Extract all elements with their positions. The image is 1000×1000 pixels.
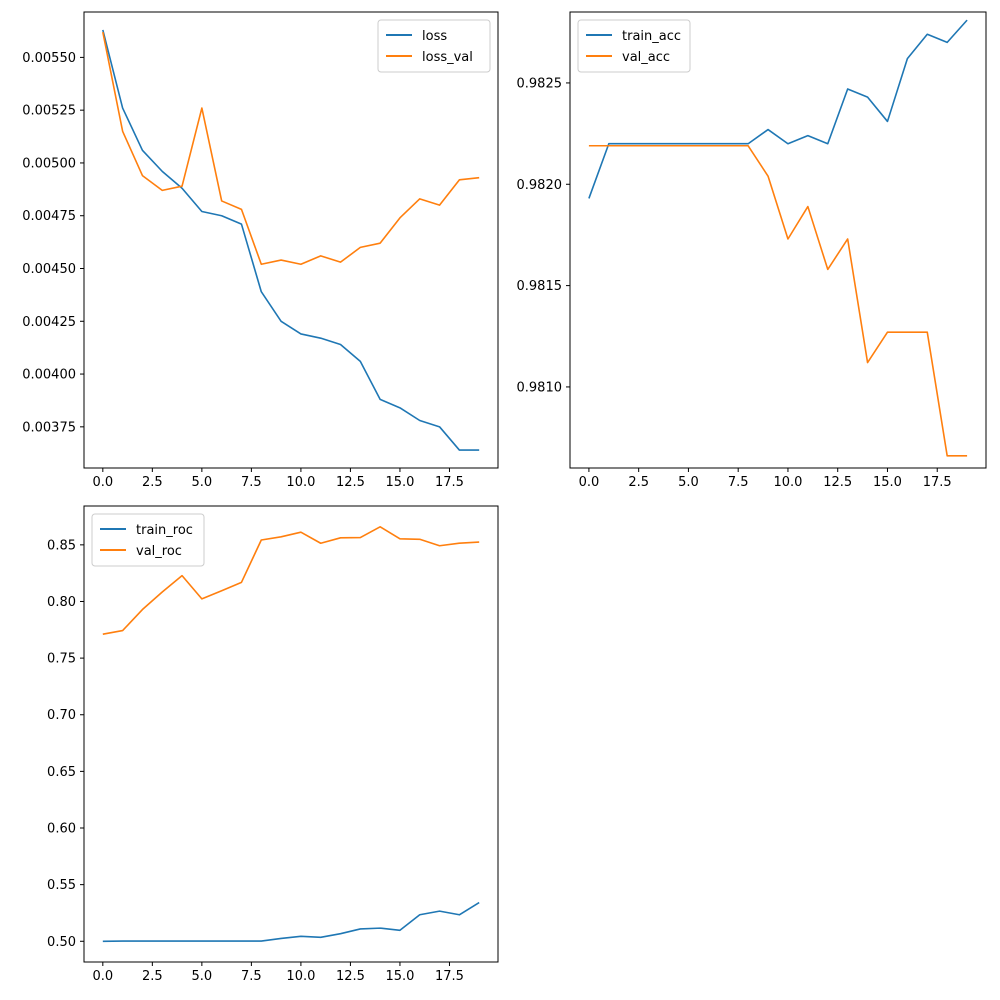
y-tick-label: 0.00425 <box>22 315 76 330</box>
series-line-train_roc <box>102 901 480 943</box>
series-line-val_roc <box>102 526 480 635</box>
legend-box <box>91 513 205 567</box>
axes-frame <box>569 11 987 469</box>
y-tick-label: 0.75 <box>47 652 76 667</box>
y-tick-label: 0.00400 <box>22 368 76 383</box>
axes-frame <box>83 505 499 963</box>
legend-label-val_roc: val_roc <box>136 544 182 559</box>
x-tick-label: 10.0 <box>286 969 315 984</box>
y-tick-label: 0.00525 <box>22 104 76 119</box>
legend: train_roc val_roc <box>91 513 205 567</box>
y-tick-label: 0.00375 <box>22 420 76 435</box>
x-tick-label: 17.5 <box>435 969 464 984</box>
x-tick-label: 15.0 <box>873 475 902 490</box>
y-tick-label: 0.00500 <box>22 156 76 171</box>
roc-panel: 0.0 2.5 5.0 7.5 10.0 12.5 15.0 17.5 0.50 0.55 0.60… <box>47 505 499 984</box>
x-tick-label: 2.5 <box>628 475 649 490</box>
x-tick-label: 17.5 <box>923 475 952 490</box>
loss-panel: 0.0 2.5 5.0 7.5 10.0 12.5 15.0 17.5 0.00375 0.004… <box>22 11 499 490</box>
x-tick-label: 7.5 <box>728 475 749 490</box>
x-tick-label: 12.5 <box>823 475 852 490</box>
legend-label-loss: loss <box>422 29 447 44</box>
y-tick-label: 0.9815 <box>517 279 563 294</box>
legend-box <box>377 19 491 73</box>
x-tick-label: 2.5 <box>142 475 163 490</box>
legend-label-val_acc: val_acc <box>622 50 670 65</box>
x-tick-label: 0.0 <box>92 969 113 984</box>
y-tick-label: 0.70 <box>47 708 76 723</box>
legend: loss loss_val <box>377 19 491 73</box>
x-tick-label: 7.5 <box>241 475 262 490</box>
y-tick-label: 0.55 <box>47 878 76 893</box>
legend-box <box>577 19 691 73</box>
x-tick-label: 10.0 <box>286 475 315 490</box>
x-tick-label: 15.0 <box>385 969 414 984</box>
x-tick-label: 12.5 <box>336 969 365 984</box>
x-tick-label: 5.0 <box>192 475 213 490</box>
y-tick-label: 0.00550 <box>22 51 76 66</box>
y-tick-label: 0.9810 <box>517 380 563 395</box>
y-tick-label: 0.00475 <box>22 209 76 224</box>
x-tick-label: 5.0 <box>192 969 213 984</box>
x-tick-label: 0.0 <box>579 475 600 490</box>
axes-frame <box>83 11 499 469</box>
legend: train_acc val_acc <box>577 19 691 73</box>
y-tick-label: 0.65 <box>47 765 76 780</box>
x-tick-label: 5.0 <box>678 475 699 490</box>
x-tick-label: 15.0 <box>385 475 414 490</box>
y-tick-label: 0.85 <box>47 538 76 553</box>
x-tick-label: 0.0 <box>92 475 113 490</box>
y-tick-label: 0.9825 <box>517 76 563 91</box>
series-line-loss <box>102 29 480 451</box>
x-tick-label: 17.5 <box>435 475 464 490</box>
x-tick-label: 2.5 <box>142 969 163 984</box>
x-tick-label: 7.5 <box>241 969 262 984</box>
accuracy-panel: 0.0 2.5 5.0 7.5 10.0 12.5 15.0 17.5 0.9810 0.9815… <box>517 11 987 490</box>
y-tick-label: 0.9820 <box>517 178 563 193</box>
legend-label-train_acc: train_acc <box>622 29 681 44</box>
legend-label-train_roc: train_roc <box>136 523 193 538</box>
series-line-val_acc <box>588 144 968 457</box>
legend-label-loss_val: loss_val <box>422 50 473 65</box>
x-tick-label: 12.5 <box>336 475 365 490</box>
series-line-train_acc <box>588 19 968 199</box>
x-tick-label: 10.0 <box>773 475 802 490</box>
y-tick-label: 0.80 <box>47 595 76 610</box>
y-tick-label: 0.60 <box>47 822 76 837</box>
y-tick-label: 0.50 <box>47 935 76 950</box>
series-line-loss_val <box>102 31 480 266</box>
y-tick-label: 0.00450 <box>22 262 76 277</box>
